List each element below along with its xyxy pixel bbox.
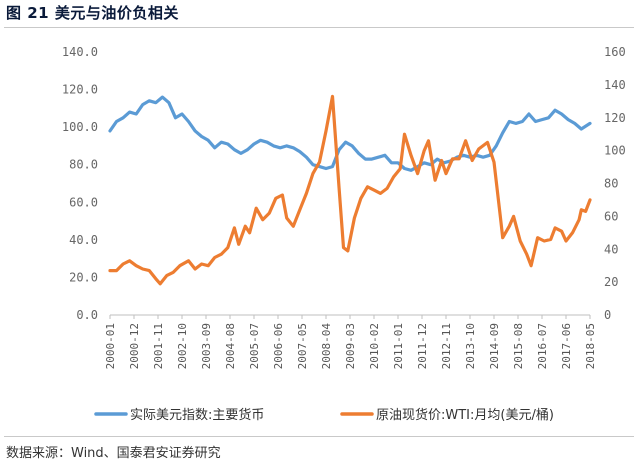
- dual-axis-line-chart: 0.0 20.0 40.0 60.0 80.0 100.0 120.0 140.0 0 20 40 6…: [62, 45, 626, 423]
- y-right-tick-label: 40: [604, 242, 618, 256]
- x-tick-label: 2009-03: [344, 323, 357, 369]
- series-line-usd-index: [108, 95, 592, 172]
- x-tick-label: 2018-05: [584, 323, 597, 369]
- x-tick-label: 2008-04: [320, 323, 333, 370]
- x-tick-label: 2007-05: [296, 323, 309, 369]
- y-left-tick-label: 0.0: [76, 308, 98, 322]
- y-right-tick-label: 60: [604, 209, 618, 223]
- y-left-tick-label: 100.0: [62, 120, 98, 134]
- x-tick-label: 2015-08: [512, 323, 525, 369]
- y-left-tick-label: 60.0: [69, 195, 98, 209]
- plot-area: 0.0 20.0 40.0 60.0 80.0 100.0 120.0 140.0 0 20 40 6…: [62, 45, 626, 423]
- y-right-tick-label: 100: [604, 144, 626, 158]
- x-tick-label: 2000-12: [128, 323, 141, 369]
- x-tick-label: 2017-06: [560, 323, 573, 369]
- x-tick-label: 2011-01: [392, 323, 405, 369]
- x-tick-label: 2010-02: [368, 323, 381, 369]
- x-tick-label: 2016-07: [536, 323, 549, 369]
- x-tick-label: 2011-12: [416, 323, 429, 369]
- source-divider: [4, 436, 634, 437]
- y-right-tick-label: 140: [604, 78, 626, 92]
- y-right-tick-label: 20: [604, 275, 618, 289]
- y-right-tick-label: 80: [604, 177, 618, 191]
- y-left-tick-label: 80.0: [69, 158, 98, 172]
- x-tick-label: 2005-07: [248, 323, 261, 369]
- y-left-tick-label: 20.0: [69, 270, 98, 284]
- series-line-wti-oil: [108, 94, 592, 286]
- x-tick-label: 2000-01: [104, 323, 117, 369]
- x-tick-label: 2001-11: [152, 323, 165, 369]
- y-left-tick-label: 40.0: [69, 233, 98, 247]
- y-right-tick-label: 160: [604, 45, 626, 59]
- x-tick-label: 2006-06: [272, 323, 285, 369]
- legend-label: 实际美元指数:主要货币: [130, 407, 264, 423]
- x-tick-label: 2003-09: [200, 323, 213, 369]
- x-tick-label: 2013-10: [464, 323, 477, 369]
- x-tick-label: 2012-11: [440, 323, 453, 369]
- x-tick-label: 2004-08: [224, 323, 237, 369]
- title-divider: [4, 27, 634, 28]
- y-left-tick-label: 140.0: [62, 45, 98, 59]
- figure-title: 图 21 美元与油价负相关: [6, 4, 179, 22]
- source-note: 数据来源：Wind、国泰君安证券研究: [6, 446, 221, 461]
- y-right-tick-label: 120: [604, 111, 626, 125]
- y-right-tick-label: 0: [604, 308, 611, 322]
- legend-label: 原油现货价:WTI:月均(美元/桶): [376, 407, 554, 423]
- y-left-tick-label: 120.0: [62, 83, 98, 97]
- x-tick-label: 2014-09: [488, 323, 501, 369]
- x-tick-label: 2002-10: [176, 323, 189, 369]
